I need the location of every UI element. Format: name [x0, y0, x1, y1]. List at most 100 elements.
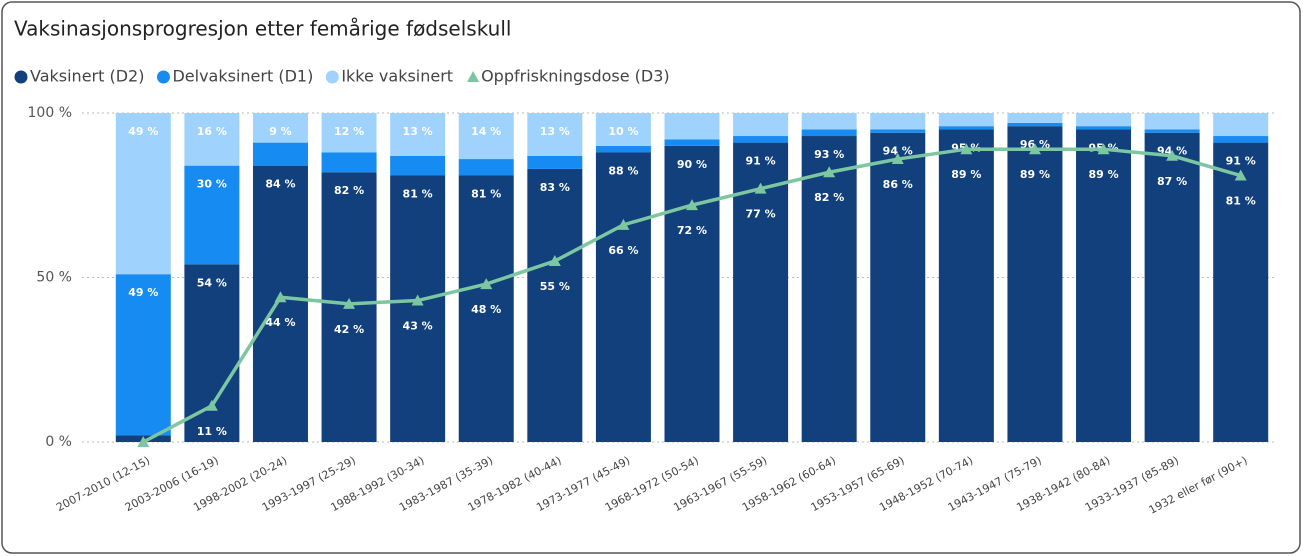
data-label: 81 % [403, 188, 433, 201]
data-label: 81 % [471, 188, 501, 201]
line-marker [1097, 143, 1110, 155]
data-label: 11 % [197, 425, 227, 438]
data-label: 89 % [1020, 168, 1050, 181]
data-label: 49 % [128, 286, 158, 299]
bar-segment [801, 113, 857, 130]
bar-segment [1144, 113, 1200, 130]
bar-segment [801, 129, 857, 137]
line-marker [823, 166, 836, 178]
data-label: 86 % [883, 178, 913, 191]
line-marker [1166, 149, 1179, 161]
bar-segment [321, 113, 377, 153]
bar-segment [527, 155, 583, 169]
line-marker [617, 218, 630, 230]
bar-segment [1144, 129, 1200, 133]
line-marker [548, 255, 561, 267]
line-marker [411, 294, 424, 306]
y-tick-label: 100 % [28, 105, 72, 121]
data-label: 89 % [951, 168, 981, 181]
data-label: 81 % [1226, 195, 1256, 208]
data-label: 44 % [265, 316, 295, 329]
data-label: 94 % [883, 145, 913, 158]
bar-segment [801, 136, 857, 442]
line-marker [960, 143, 973, 155]
bar-segment [184, 264, 240, 442]
data-label: 12 % [334, 125, 364, 138]
data-label: 83 % [540, 181, 570, 194]
bar-segment [390, 175, 446, 442]
chart-title: Vaksinasjonsprogresjon etter femårige fø… [14, 17, 511, 41]
data-label: 9 % [269, 125, 292, 138]
bar-segment [390, 113, 446, 156]
legend-label: Ikke vaksinert [341, 67, 453, 86]
legend-marker [467, 71, 480, 82]
bar-segment [595, 152, 651, 443]
legend-label: Vaksinert (D2) [30, 67, 144, 86]
data-label: 91 % [746, 155, 776, 168]
line-marker [480, 278, 493, 290]
bar-segment [1007, 113, 1063, 123]
line-marker [137, 436, 150, 447]
data-label: 88 % [608, 164, 638, 177]
data-label: 84 % [265, 178, 295, 191]
data-label: 13 % [540, 125, 570, 138]
bar-segment [938, 113, 994, 127]
line-marker [1028, 143, 1041, 155]
bar-segment [115, 274, 171, 436]
line-marker [1234, 169, 1247, 181]
bar-segment [1213, 113, 1269, 137]
data-label: 30 % [197, 178, 227, 191]
data-label: 82 % [334, 184, 364, 197]
line-marker [686, 199, 698, 211]
bar-segment [390, 155, 446, 176]
bar-segment [1007, 122, 1063, 127]
data-label: 54 % [197, 276, 227, 289]
data-label: 10 % [608, 125, 638, 138]
data-label: 49 % [128, 125, 158, 138]
data-label: 48 % [471, 303, 501, 316]
data-label: 72 % [677, 224, 707, 237]
legend-marker [156, 70, 170, 84]
bar-segment [1213, 142, 1269, 443]
data-label: 43 % [403, 320, 433, 333]
bar-segment [252, 142, 308, 166]
bar-segment [527, 168, 583, 442]
bar-segment [664, 139, 720, 146]
data-label: 66 % [608, 244, 638, 257]
bar-segment [870, 113, 926, 130]
data-label: 13 % [403, 125, 433, 138]
bar-segment [458, 175, 514, 442]
bar-segment [252, 113, 308, 143]
bar-segment [664, 113, 720, 140]
data-label: 16 % [197, 125, 227, 138]
bar-segment [1076, 126, 1132, 130]
y-tick-label: 50 % [36, 270, 72, 286]
bar-segment [321, 152, 377, 173]
data-label: 42 % [334, 323, 364, 336]
legend-label: Delvaksinert (D1) [172, 67, 313, 86]
legend-marker [14, 70, 28, 84]
bar-segment [938, 129, 994, 442]
bar-segment [1076, 113, 1132, 127]
bar-segment [184, 165, 240, 265]
bar-segment [595, 145, 651, 153]
data-label: 90 % [677, 158, 707, 171]
bar-segment [1076, 129, 1132, 442]
y-tick-label: 0 % [45, 434, 72, 450]
data-label: 55 % [540, 280, 570, 293]
line-marker [205, 399, 218, 411]
bar-segment [595, 113, 651, 146]
bar-segment [1007, 126, 1063, 442]
legend-marker [325, 70, 339, 84]
bar-segment [1144, 132, 1200, 443]
bar-segment [870, 132, 926, 443]
bar-segment [733, 136, 789, 143]
line-marker [891, 153, 904, 165]
bar-segment [733, 113, 789, 137]
bar-segment [184, 113, 240, 166]
line-marker [754, 182, 767, 194]
line-marker [343, 297, 356, 309]
data-label: 14 % [471, 125, 501, 138]
line-marker [274, 291, 287, 303]
